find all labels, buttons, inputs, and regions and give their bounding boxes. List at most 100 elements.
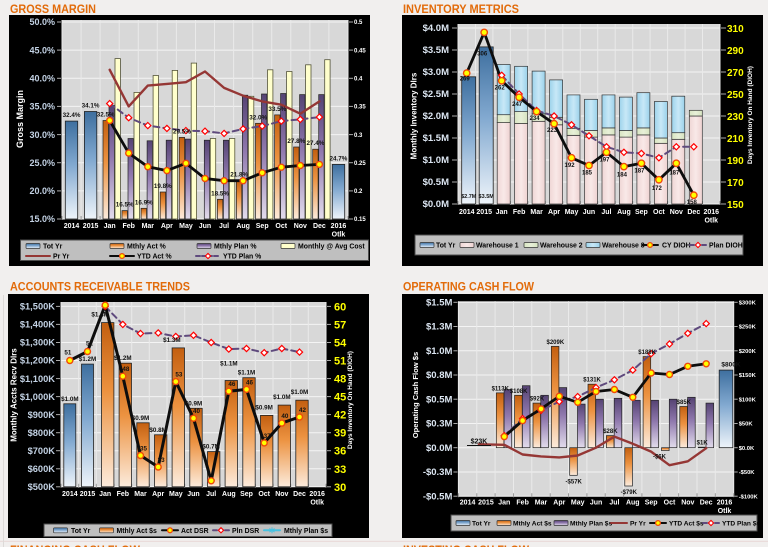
svg-text:$0.7M: $0.7M: [202, 444, 220, 451]
svg-text:CY DIOH: CY DIOH: [662, 243, 691, 250]
svg-text:$2.0M: $2.0M: [423, 111, 449, 122]
svg-text:250: 250: [727, 90, 744, 101]
svg-text:Tot Yr: Tot Yr: [71, 528, 91, 535]
svg-text:60: 60: [334, 301, 346, 313]
svg-text:$1.0M: $1.0M: [426, 346, 452, 357]
svg-text:$1.2M: $1.2M: [114, 355, 132, 362]
svg-text:2015: 2015: [83, 223, 99, 230]
svg-text:29.5%: 29.5%: [173, 128, 191, 135]
svg-text:Mthly Plan %: Mthly Plan %: [214, 244, 257, 251]
svg-text:Warehouse 1: Warehouse 1: [476, 243, 519, 250]
svg-text:2015: 2015: [478, 500, 494, 507]
svg-text:48: 48: [122, 366, 130, 373]
svg-text:19.8%: 19.8%: [154, 183, 172, 190]
svg-text:32.5%: 32.5%: [97, 112, 115, 119]
svg-text:2014: 2014: [64, 223, 80, 230]
svg-text:$188K: $188K: [638, 350, 656, 356]
svg-text:YTD Plan %: YTD Plan %: [223, 254, 261, 261]
svg-text:$1.5M: $1.5M: [423, 133, 449, 144]
svg-text:57: 57: [334, 319, 346, 331]
svg-text:0.35: 0.35: [354, 105, 366, 111]
svg-text:$28K: $28K: [603, 429, 618, 435]
svg-text:$23K: $23K: [471, 439, 488, 446]
svg-text:$2.5M: $2.5M: [423, 89, 449, 100]
svg-text:Otlk: Otlk: [332, 232, 346, 239]
svg-text:Tot Yr: Tot Yr: [472, 521, 491, 528]
svg-text:21.8%: 21.8%: [230, 172, 248, 179]
svg-text:Mar: Mar: [134, 491, 147, 498]
svg-text:0.5: 0.5: [354, 20, 363, 26]
svg-text:2015: 2015: [476, 209, 492, 216]
svg-text:$1.0M: $1.0M: [423, 155, 449, 166]
svg-text:0.25: 0.25: [354, 161, 366, 167]
svg-text:$209K: $209K: [546, 340, 564, 346]
svg-text:$1.3M: $1.3M: [163, 337, 181, 344]
svg-text:25.0%: 25.0%: [29, 158, 55, 168]
svg-text:Oct: Oct: [275, 223, 287, 230]
svg-text:210: 210: [727, 134, 744, 145]
svg-text:$2.7M: $2.7M: [461, 194, 477, 200]
svg-text:37: 37: [264, 433, 272, 440]
svg-text:$1,500K: $1,500K: [20, 302, 55, 312]
svg-text:$1.0M: $1.0M: [61, 396, 79, 403]
svg-text:May: May: [565, 209, 579, 216]
svg-text:Jan: Jan: [496, 209, 508, 216]
svg-text:$113K: $113K: [492, 386, 510, 392]
svg-text:190: 190: [727, 156, 744, 167]
svg-text:Mthly Plan $s: Mthly Plan $s: [284, 528, 328, 535]
svg-text:269: 269: [460, 77, 471, 83]
svg-text:18.5%: 18.5%: [211, 190, 229, 197]
svg-text:$1.0M: $1.0M: [291, 389, 309, 396]
svg-text:0.45: 0.45: [354, 48, 366, 54]
svg-text:Mthly Plan $s: Mthly Plan $s: [570, 521, 612, 528]
svg-text:$500K: $500K: [28, 482, 56, 492]
svg-text:$1K: $1K: [697, 441, 709, 447]
svg-text:Pr Yr: Pr Yr: [53, 254, 70, 261]
svg-text:15.0%: 15.0%: [29, 214, 55, 224]
svg-text:Days Inventory On Hand (DIOH): Days Inventory On Hand (DIOH): [347, 351, 354, 449]
svg-text:$3.5M: $3.5M: [423, 45, 449, 56]
svg-text:$1,400K: $1,400K: [20, 320, 55, 330]
svg-text:$0.8M: $0.8M: [149, 427, 167, 434]
svg-text:40.0%: 40.0%: [29, 73, 55, 83]
svg-text:Jun: Jun: [590, 500, 602, 507]
svg-text:33: 33: [158, 457, 166, 464]
svg-text:Warehouse 3: Warehouse 3: [602, 243, 645, 250]
svg-text:42: 42: [334, 410, 346, 422]
svg-text:27.8%: 27.8%: [287, 138, 305, 145]
svg-text:Dec: Dec: [700, 500, 713, 507]
svg-text:32.4%: 32.4%: [63, 112, 81, 119]
svg-text:247: 247: [512, 102, 523, 108]
svg-text:$131K: $131K: [583, 378, 601, 384]
svg-text:35.0%: 35.0%: [29, 102, 55, 112]
svg-text:INVESTING CASH FLOW: INVESTING CASH FLOW: [403, 543, 529, 547]
svg-text:-$100K: -$100K: [739, 494, 759, 500]
svg-text:0.15: 0.15: [354, 217, 366, 223]
svg-text:27.4%: 27.4%: [306, 140, 324, 147]
svg-text:$300K: $300K: [739, 301, 757, 307]
svg-text:150: 150: [727, 200, 744, 211]
svg-text:46: 46: [246, 379, 254, 386]
svg-text:51: 51: [334, 356, 346, 368]
svg-text:$3.0M: $3.0M: [423, 67, 449, 78]
svg-text:YTD Plan $s: YTD Plan $s: [722, 521, 760, 528]
svg-text:45.0%: 45.0%: [29, 45, 55, 55]
svg-text:Act DSR: Act DSR: [181, 528, 209, 535]
svg-text:Oct: Oct: [653, 209, 665, 216]
svg-text:$3.5M: $3.5M: [479, 194, 495, 200]
svg-text:-$6K: -$6K: [653, 455, 667, 461]
svg-text:Otlk: Otlk: [704, 218, 718, 225]
svg-text:$1,300K: $1,300K: [20, 338, 55, 348]
svg-text:Warehouse 2: Warehouse 2: [540, 243, 583, 250]
svg-text:May: May: [571, 500, 585, 507]
svg-text:45: 45: [334, 392, 346, 404]
svg-text:Mthly Act $s: Mthly Act $s: [117, 528, 157, 535]
svg-text:$150K: $150K: [739, 373, 757, 379]
svg-text:48: 48: [334, 374, 346, 386]
svg-text:$900K: $900K: [28, 410, 56, 420]
svg-text:Plan DIOH: Plan DIOH: [709, 243, 743, 250]
svg-text:270: 270: [727, 68, 744, 79]
svg-text:Tot Yr: Tot Yr: [43, 244, 63, 251]
svg-text:$1.5M: $1.5M: [426, 298, 452, 309]
svg-text:51: 51: [64, 350, 72, 357]
